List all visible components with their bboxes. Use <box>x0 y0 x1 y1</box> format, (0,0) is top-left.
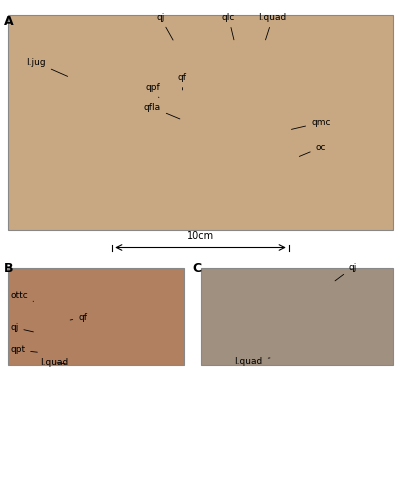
Text: qf: qf <box>70 313 87 322</box>
FancyBboxPatch shape <box>8 268 184 365</box>
Text: l.jug: l.jug <box>26 58 68 76</box>
Text: qfla: qfla <box>144 103 180 119</box>
Text: qj: qj <box>156 13 173 40</box>
Text: A: A <box>4 15 14 28</box>
Text: 10cm: 10cm <box>187 231 214 241</box>
FancyBboxPatch shape <box>8 15 393 230</box>
Text: qf: qf <box>178 73 187 90</box>
Text: ottc: ottc <box>10 290 34 302</box>
Text: oc: oc <box>299 143 326 156</box>
Text: l.quad: l.quad <box>259 13 287 40</box>
FancyBboxPatch shape <box>200 268 393 365</box>
Text: qj: qj <box>10 323 33 332</box>
Text: qlc: qlc <box>222 13 235 40</box>
Text: qpt: qpt <box>10 346 37 354</box>
Text: l.quad: l.quad <box>235 356 270 366</box>
Text: C: C <box>192 262 202 276</box>
Text: qpf: qpf <box>145 83 160 98</box>
Text: l.quad: l.quad <box>40 358 68 367</box>
Text: qmc: qmc <box>292 118 330 130</box>
Text: B: B <box>4 262 14 276</box>
Text: qj: qj <box>335 263 357 281</box>
